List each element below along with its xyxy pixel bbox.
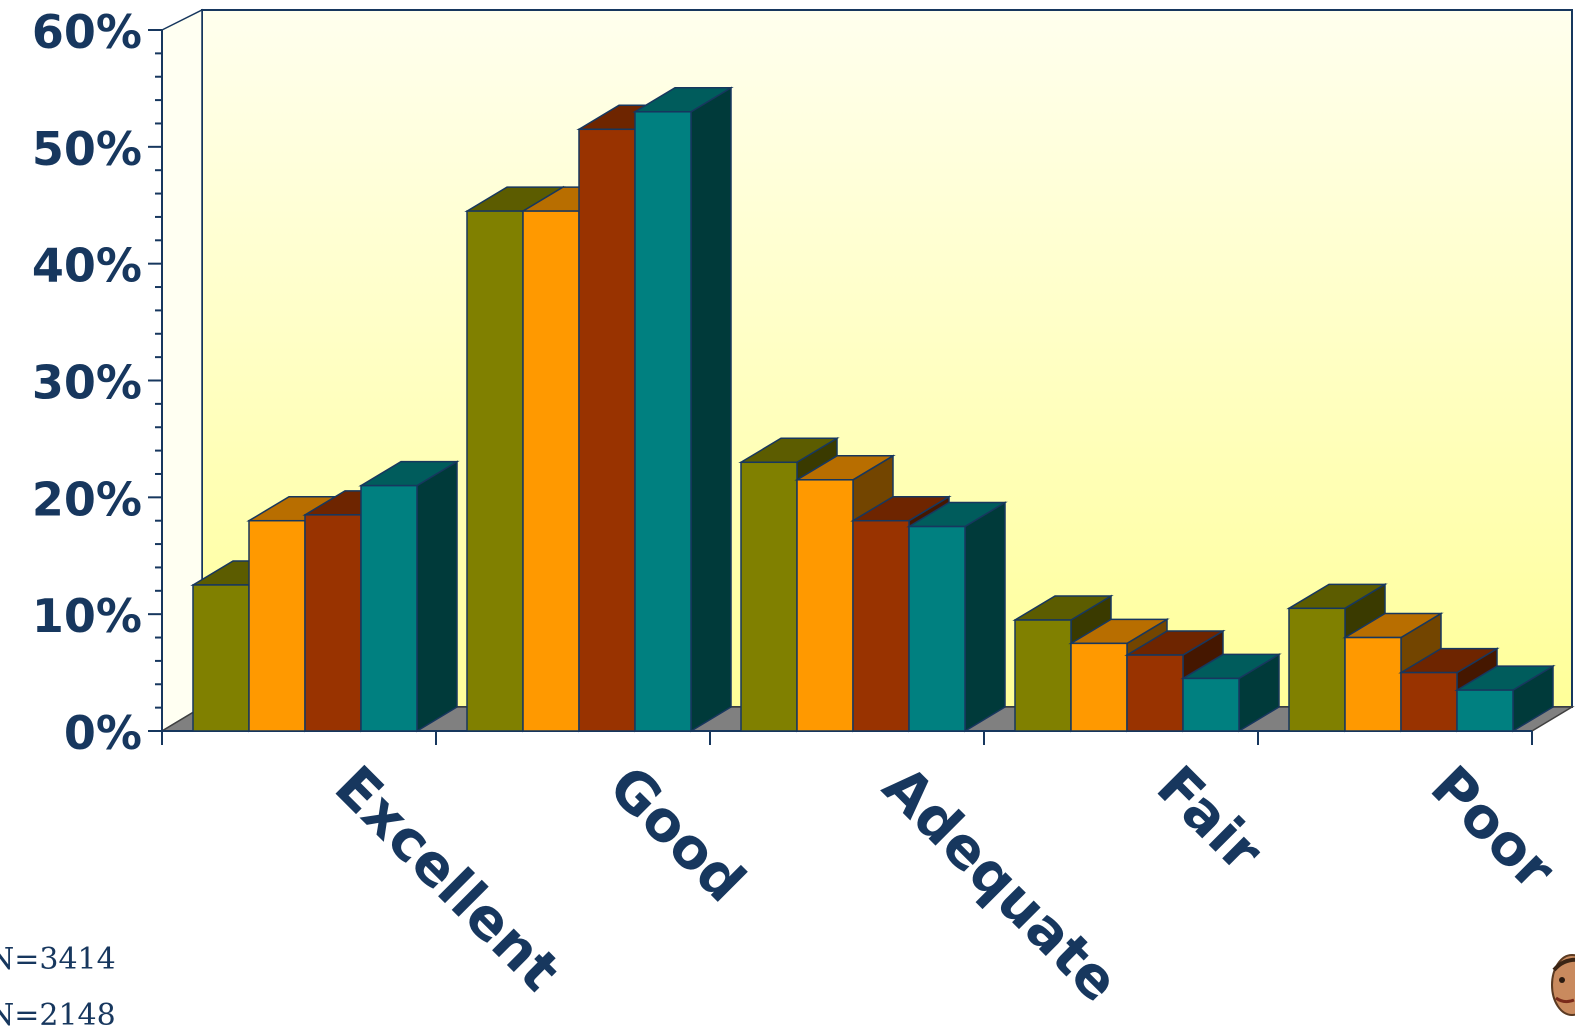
bar-poor-4 [1454,664,1556,733]
bar-front-face [908,525,966,732]
y-tick-label: 60% [32,5,142,59]
bar-excellent-4 [358,460,460,733]
bar-side-face [690,86,732,733]
bar-front-face [304,514,362,732]
category-label-excellent: Excellent [322,754,572,1004]
y-axis: 0% 10% 20% 30% 40% 50% 60% [32,5,163,760]
bar-front-face [578,128,636,732]
bar-front-face [248,519,306,732]
bar-front-face [634,111,692,732]
bar-front-face [740,461,798,732]
bar-side-face [416,460,458,733]
bar-front-face [1400,671,1458,732]
bar-good-4 [632,86,734,733]
bar-front-face [1126,654,1184,732]
x-axis [161,730,1533,745]
bar-front-face [522,210,580,732]
y-tick-label: 20% [32,472,142,526]
bar-front-face [360,484,418,732]
category-label-adequate: Adequate [870,754,1131,1015]
bar-adequate-4 [906,501,1008,733]
y-tick-label: 40% [32,239,142,293]
bar-front-face [1456,689,1514,732]
y-tick-label: 50% [32,122,142,176]
y-tick-label: 10% [32,589,142,643]
bar-front-face [852,519,910,732]
bar-front-face [1070,642,1128,732]
bars-group [190,86,1556,733]
category-label-poor: Poor [1418,754,1567,903]
category-label-good: Good [596,754,757,915]
bar-front-face [1288,607,1346,732]
bar-front-face [466,210,524,732]
sample-size-note-2: N=2148 [0,998,116,1033]
bar-front-face [1182,677,1240,732]
bar-front-face [192,584,250,732]
y-tick-label: 0% [64,706,142,760]
category-labels: Excellent Good Adequate Fair Poor [322,754,1567,1015]
y-tick-label: 30% [32,356,142,410]
bar-front-face [796,479,854,732]
sample-size-note-1: N=3414 [0,942,116,977]
bar-front-face [1014,619,1072,732]
bar-fair-4 [1180,653,1282,733]
category-label-fair: Fair [1144,754,1275,885]
cartoon-face-icon [1551,954,1575,1016]
bar-front-face [1344,636,1402,732]
bar-poor-3 [1398,647,1500,733]
bar-side-face [964,501,1006,733]
